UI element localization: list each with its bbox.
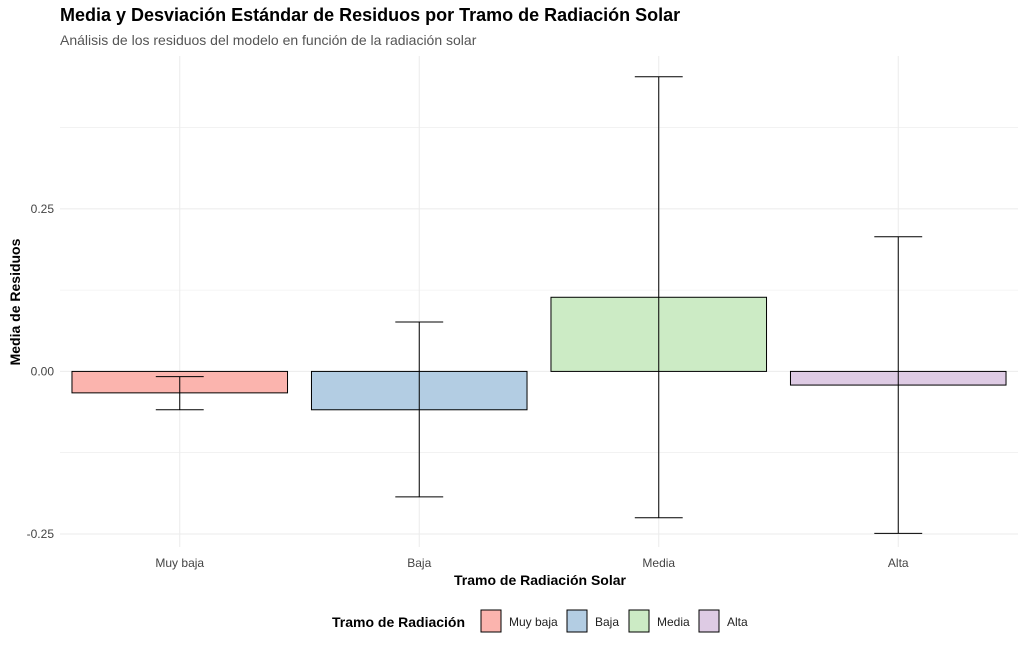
y-tick-label: 0.00 (31, 364, 55, 378)
error-bar-muy-baja (155, 376, 204, 411)
x-tick-label: Alta (888, 556, 909, 570)
legend-title: Tramo de Radiación (332, 614, 465, 630)
error-bar-baja (395, 321, 444, 498)
y-tick-labels: -0.25 0.00 0.25 (27, 202, 55, 541)
legend-key (698, 609, 720, 633)
legend-label: Media (657, 615, 690, 629)
x-axis-title: Tramo de Radiación Solar (454, 572, 626, 588)
error-bars (155, 76, 923, 534)
legend-label: Baja (595, 615, 619, 629)
legend-item-muy-baja: Muy baja (480, 609, 558, 633)
legend-key (628, 609, 650, 633)
y-axis-title: Media de Residuos (7, 238, 23, 365)
y-tick-label: 0.25 (31, 202, 55, 216)
legend-label: Muy baja (509, 615, 558, 629)
x-tick-label: Media (642, 556, 675, 570)
legend-key (480, 609, 502, 633)
bars (71, 296, 1007, 411)
error-bar-alta (874, 236, 923, 534)
grid (60, 56, 1018, 547)
legend-item-media: Media (628, 609, 690, 633)
legend-item-alta: Alta (698, 609, 748, 633)
x-tick-labels: Muy baja Baja Media Alta (155, 556, 909, 570)
y-tick-label: -0.25 (27, 527, 55, 541)
legend-item-baja: Baja (566, 609, 619, 633)
chart-subtitle: Análisis de los residuos del modelo en f… (60, 32, 477, 48)
x-tick-label: Baja (407, 556, 431, 570)
legend-key (566, 609, 588, 633)
x-tick-label: Muy baja (155, 556, 204, 570)
chart-title: Media y Desviación Estándar de Residuos … (60, 5, 681, 25)
error-bar-media (634, 76, 683, 519)
legend-label: Alta (727, 615, 748, 629)
legend: Tramo de Radiación Muy baja Baja Media Alta (332, 609, 748, 633)
